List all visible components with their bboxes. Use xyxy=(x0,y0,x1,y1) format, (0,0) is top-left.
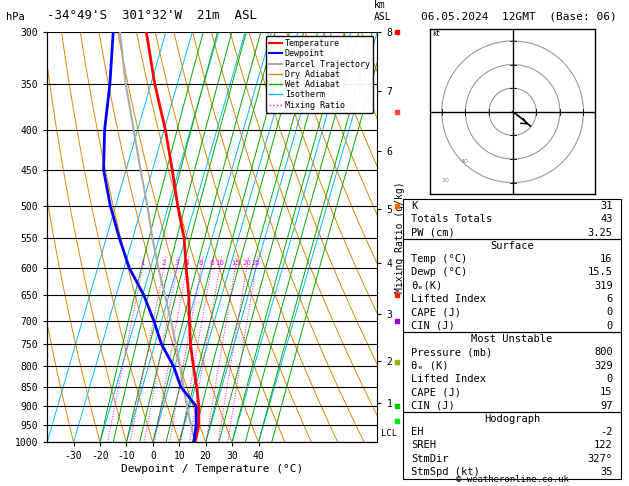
Text: Pressure (mb): Pressure (mb) xyxy=(411,347,493,357)
Text: CIN (J): CIN (J) xyxy=(411,321,455,330)
Text: 327°: 327° xyxy=(587,454,613,464)
Text: 329: 329 xyxy=(594,361,613,371)
Text: 10: 10 xyxy=(215,260,224,266)
Bar xyxy=(403,412,621,479)
Text: 25: 25 xyxy=(252,260,260,266)
Text: 0: 0 xyxy=(606,321,613,330)
Text: 3.25: 3.25 xyxy=(587,227,613,238)
Text: EH: EH xyxy=(411,427,424,437)
Text: -2: -2 xyxy=(600,427,613,437)
Text: 3: 3 xyxy=(175,260,179,266)
Bar xyxy=(403,239,621,332)
Text: 43: 43 xyxy=(600,214,613,224)
Text: 6: 6 xyxy=(199,260,203,266)
Text: Hodograph: Hodograph xyxy=(484,414,540,424)
Text: 122: 122 xyxy=(594,440,613,451)
Text: PW (cm): PW (cm) xyxy=(411,227,455,238)
Y-axis label: Mixing Ratio (g/kg): Mixing Ratio (g/kg) xyxy=(395,181,405,293)
Text: LCL: LCL xyxy=(381,429,397,438)
Text: 800: 800 xyxy=(594,347,613,357)
X-axis label: Dewpoint / Temperature (°C): Dewpoint / Temperature (°C) xyxy=(121,464,303,474)
Text: 97: 97 xyxy=(600,400,613,411)
Text: 15: 15 xyxy=(231,260,240,266)
Text: kt: kt xyxy=(432,29,440,38)
Text: Totals Totals: Totals Totals xyxy=(411,214,493,224)
Text: Lifted Index: Lifted Index xyxy=(411,374,486,384)
Text: θₑ(K): θₑ(K) xyxy=(411,281,443,291)
Text: 31: 31 xyxy=(600,201,613,211)
Text: SREH: SREH xyxy=(411,440,437,451)
Text: StmSpd (kt): StmSpd (kt) xyxy=(411,467,480,477)
Text: 06.05.2024  12GMT  (Base: 06): 06.05.2024 12GMT (Base: 06) xyxy=(421,12,617,22)
Text: 16: 16 xyxy=(600,254,613,264)
Text: -34°49'S  301°32'W  21m  ASL: -34°49'S 301°32'W 21m ASL xyxy=(47,9,257,22)
Text: 319: 319 xyxy=(594,281,613,291)
Text: 20: 20 xyxy=(442,177,450,183)
Text: Temp (°C): Temp (°C) xyxy=(411,254,467,264)
Text: 1: 1 xyxy=(140,260,145,266)
Bar xyxy=(403,199,621,239)
Text: 0: 0 xyxy=(606,307,613,317)
Text: 0: 0 xyxy=(606,374,613,384)
Text: K: K xyxy=(411,201,418,211)
Legend: Temperature, Dewpoint, Parcel Trajectory, Dry Adiabat, Wet Adiabat, Isotherm, Mi: Temperature, Dewpoint, Parcel Trajectory… xyxy=(265,36,373,113)
Text: CAPE (J): CAPE (J) xyxy=(411,307,461,317)
Text: 6: 6 xyxy=(606,294,613,304)
Text: © weatheronline.co.uk: © weatheronline.co.uk xyxy=(456,474,569,484)
Text: 40: 40 xyxy=(460,159,469,164)
Text: CAPE (J): CAPE (J) xyxy=(411,387,461,397)
Text: Most Unstable: Most Unstable xyxy=(471,334,553,344)
Text: StmDir: StmDir xyxy=(411,454,449,464)
Text: 4: 4 xyxy=(184,260,189,266)
Text: km
ASL: km ASL xyxy=(374,0,392,22)
Text: Surface: Surface xyxy=(490,241,534,251)
Bar xyxy=(403,332,621,412)
Text: Dewp (°C): Dewp (°C) xyxy=(411,267,467,278)
Text: 20: 20 xyxy=(242,260,251,266)
Text: 2: 2 xyxy=(162,260,166,266)
Text: 15.5: 15.5 xyxy=(587,267,613,278)
Text: 35: 35 xyxy=(600,467,613,477)
Text: 15: 15 xyxy=(600,387,613,397)
Text: Lifted Index: Lifted Index xyxy=(411,294,486,304)
Text: θₑ (K): θₑ (K) xyxy=(411,361,449,371)
Text: hPa: hPa xyxy=(6,12,25,22)
Text: CIN (J): CIN (J) xyxy=(411,400,455,411)
Text: 8: 8 xyxy=(209,260,214,266)
